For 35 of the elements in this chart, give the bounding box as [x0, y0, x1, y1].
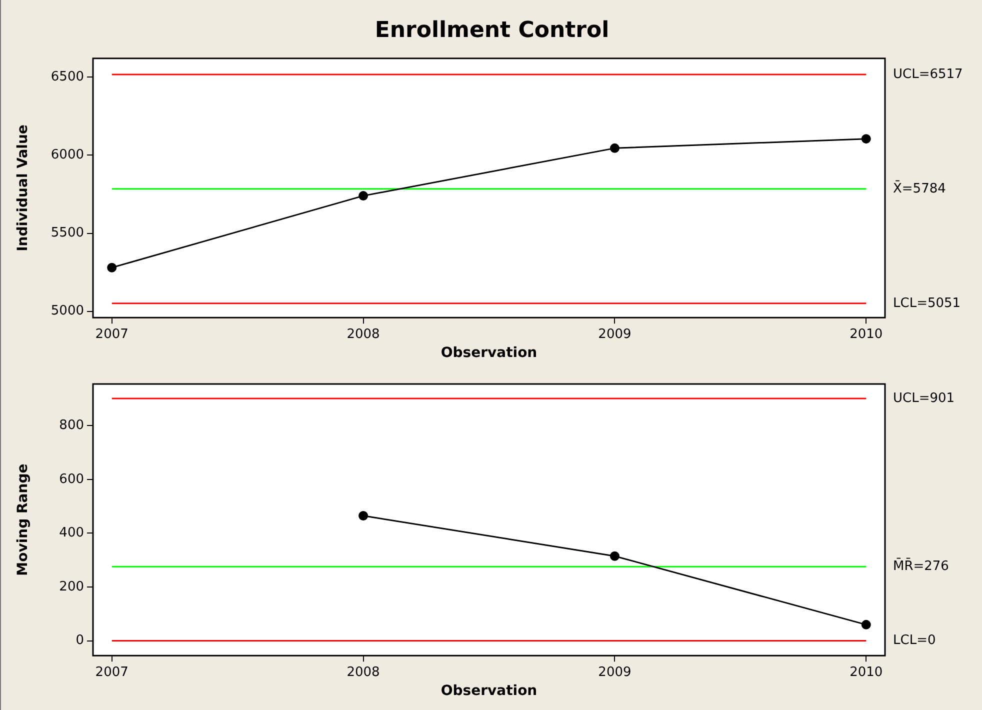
- y-tick-label: 400: [59, 526, 84, 541]
- x-tick-label: 2008: [346, 664, 380, 680]
- ref-line-label: X̄=5784: [893, 180, 946, 196]
- y-tick-label: 200: [59, 579, 84, 594]
- ref-line-label: LCL=0: [893, 633, 936, 648]
- y-tick-label: 5000: [50, 304, 84, 319]
- y-tick-label: 0: [76, 633, 84, 648]
- x-tick-label: 2009: [598, 326, 632, 342]
- x-axis-title: Observation: [440, 345, 538, 362]
- point: [358, 511, 368, 521]
- point: [107, 262, 117, 272]
- point: [610, 551, 620, 561]
- x-tick-label: 2010: [850, 326, 883, 342]
- y-axis-title: Individual Value: [15, 124, 32, 252]
- x-tick-label: 2007: [95, 326, 128, 342]
- chart-title: Enrollment Control: [374, 18, 610, 43]
- y-tick-label: 6000: [50, 148, 84, 163]
- x-axis-title: Observation: [440, 683, 538, 700]
- ref-line-label: UCL=901: [893, 390, 955, 406]
- ref-line-label: LCL=5051: [893, 296, 961, 311]
- y-tick-label: 800: [59, 418, 84, 434]
- y-tick-label: 6500: [50, 70, 84, 85]
- point: [610, 143, 620, 153]
- y-tick-label: 600: [59, 472, 84, 487]
- point: [861, 134, 871, 144]
- y-tick-label: 5500: [50, 226, 84, 241]
- point: [358, 191, 368, 201]
- x-tick-label: 2010: [850, 664, 883, 680]
- y-axis-title: Moving Range: [15, 464, 32, 576]
- x-tick-label: 2008: [346, 326, 380, 342]
- x-tick-label: 2007: [95, 664, 128, 680]
- ref-line-label: M̄R̄=276: [893, 558, 949, 574]
- x-tick-label: 2009: [598, 664, 632, 680]
- point: [861, 620, 871, 630]
- ref-line-label: UCL=6517: [893, 66, 963, 82]
